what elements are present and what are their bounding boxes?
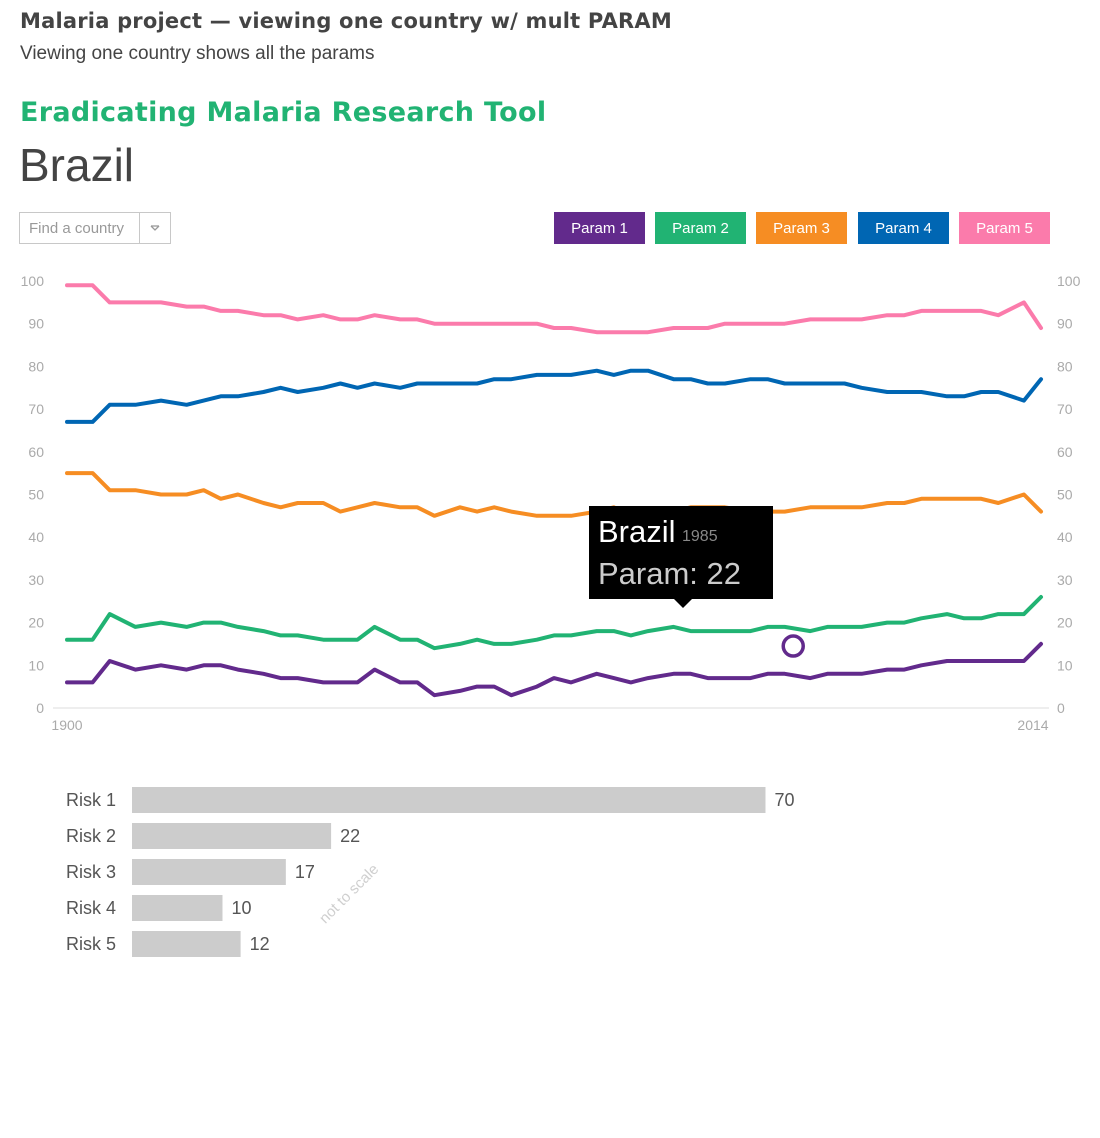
risk-bar [132, 823, 332, 849]
highlight-point-marker[interactable] [781, 634, 805, 658]
x-tick-label: 1900 [51, 717, 82, 733]
param-2-button[interactable]: Param 2 [655, 212, 746, 244]
y-tick-label-right: 0 [1057, 700, 1065, 716]
risk-bar [132, 895, 223, 921]
tooltip-year: 1985 [682, 528, 718, 545]
y-tick-label-right: 80 [1057, 358, 1073, 374]
bar-value-label: 17 [295, 862, 315, 882]
bar-value-label: 22 [340, 826, 360, 846]
bar-category-label: Risk 5 [66, 934, 116, 954]
param-3-label: Param 3 [773, 219, 830, 237]
bar-category-label: Risk 3 [66, 862, 116, 882]
series-line-param-4[interactable] [65, 368, 1043, 424]
tooltip-country: Brazil [598, 514, 676, 549]
y-tick-label-right: 30 [1057, 572, 1073, 588]
y-tick-label-left: 70 [28, 401, 44, 417]
line-chart: 0 0 10 10 20 20 30 30 40 40 50 50 60 60 70 70 80 80 90 90 10… [21, 273, 1081, 733]
param-1-label: Param 1 [571, 219, 628, 237]
page-subtitle: Viewing one country shows all the params [20, 43, 375, 64]
param-5-label: Param 5 [976, 219, 1033, 237]
country-search-input[interactable] [20, 213, 139, 243]
series-line-param-5[interactable] [65, 283, 1043, 335]
series-line-param-1[interactable] [65, 641, 1043, 698]
y-tick-label-left: 20 [28, 615, 44, 631]
y-tick-label-left: 50 [28, 487, 44, 503]
risk-bar-chart: Risk 1 70 Risk 2 22 Risk 3 17 Risk 4 10 Risk 5 12 [66, 787, 795, 957]
y-tick-label-right: 70 [1057, 401, 1073, 417]
data-tooltip: Brazil 1985 Param: 22 [589, 506, 773, 608]
series-line-param-2[interactable] [65, 595, 1043, 651]
x-tick-label: 2014 [1017, 717, 1048, 733]
param-2-label: Param 2 [672, 219, 729, 237]
param-3-button[interactable]: Param 3 [756, 212, 847, 244]
y-tick-label-right: 60 [1057, 444, 1073, 460]
y-tick-label-right: 40 [1057, 529, 1073, 545]
y-tick-label-right: 90 [1057, 316, 1073, 332]
tooltip-param-value: 22 [706, 556, 742, 591]
bar-category-label: Risk 4 [66, 898, 116, 918]
risk-bar [132, 931, 241, 957]
bar-value-label: 12 [250, 934, 270, 954]
risk-bar [132, 859, 286, 885]
bar-category-label: Risk 2 [66, 826, 116, 846]
y-tick-label-right: 100 [1057, 273, 1081, 289]
y-tick-label-left: 60 [28, 444, 44, 460]
param-4-button[interactable]: Param 4 [858, 212, 949, 244]
bar-value-label: 10 [232, 898, 252, 918]
dropdown-button[interactable] [139, 213, 170, 243]
y-tick-label-right: 10 [1057, 657, 1073, 673]
y-tick-label-left: 100 [21, 273, 45, 289]
tooltip-param: Param: 22 [598, 556, 741, 592]
y-tick-label-right: 20 [1057, 615, 1073, 631]
y-tick-label-left: 10 [28, 657, 44, 673]
tooltip-param-label: Param: [598, 556, 698, 591]
series-line-param-3[interactable] [65, 471, 1043, 518]
risk-bar [132, 787, 766, 813]
country-search-combobox[interactable] [19, 212, 171, 244]
y-tick-label-left: 90 [28, 316, 44, 332]
chevron-down-icon [150, 225, 160, 231]
tool-title: Eradicating Malaria Research Tool [20, 97, 547, 128]
y-tick-label-left: 40 [28, 529, 44, 545]
param-4-label: Param 4 [875, 219, 932, 237]
param-1-button[interactable]: Param 1 [554, 212, 645, 244]
country-heading: Brazil [19, 139, 135, 191]
y-tick-label-left: 30 [28, 572, 44, 588]
y-tick-label-left: 0 [36, 700, 44, 716]
bar-category-label: Risk 1 [66, 790, 116, 810]
param-5-button[interactable]: Param 5 [959, 212, 1050, 244]
bar-value-label: 70 [775, 790, 795, 810]
y-tick-label-left: 80 [28, 358, 44, 374]
y-tick-label-right: 50 [1057, 487, 1073, 503]
page-title: Malaria project — viewing one country w/… [20, 9, 672, 33]
